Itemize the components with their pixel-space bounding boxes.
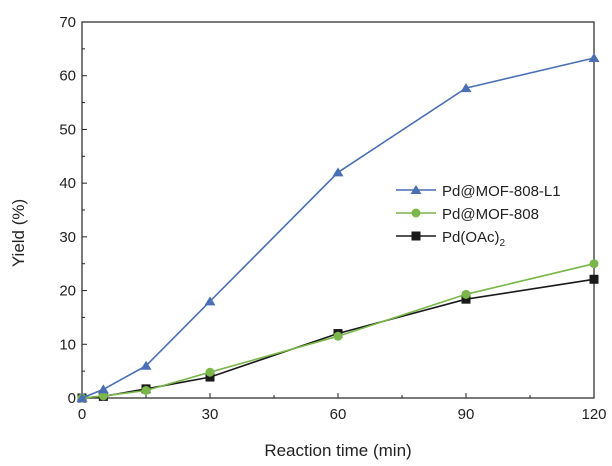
series-layer [76,52,600,403]
data-point [205,367,215,377]
y-tick-label: 60 [59,68,76,85]
data-point [98,391,108,401]
data-point [461,294,471,304]
y-tick-label: 50 [59,121,76,138]
legend-label-pd-mof-808-l1: Pd@MOF-808-L1 [442,183,561,200]
data-point [589,274,599,284]
y-tick-label: 10 [59,336,76,353]
y-tick-label: 30 [59,229,76,246]
x-tick-label: 90 [458,406,475,423]
square-marker-icon [411,231,421,241]
data-point [460,83,472,93]
y-axis-ticks: 0 10 20 30 40 50 60 70 [59,14,87,407]
data-point [333,331,343,341]
legend-item-pd-oac2: Pd(OAc)2 [396,229,506,249]
series-0 [76,52,600,402]
series-line [81,57,595,399]
legend-label-pd-oac2: Pd(OAc)2 [442,229,506,249]
data-point [589,259,599,269]
data-point [140,360,152,370]
data-point [204,296,216,306]
data-point [332,167,344,177]
x-tick-label: 30 [202,406,219,423]
data-point [205,372,215,382]
data-point [141,385,151,395]
circle-marker-icon [411,208,421,218]
data-point [461,289,471,299]
legend-label-pd-mof-808: Pd@MOF-808 [442,206,539,223]
data-point [97,384,109,394]
x-tick-label: 0 [78,406,86,423]
x-axis-ticks: 0 30 60 90 120 [78,393,607,423]
triangle-marker-icon [410,185,422,194]
y-tick-label: 70 [59,14,76,31]
y-tick-label: 40 [59,175,76,192]
y-tick-label: 20 [59,283,76,300]
legend: Pd@MOF-808-L1 Pd@MOF-808 Pd(OAc)2 [396,183,561,249]
y-axis-title: Yield (%) [9,199,28,267]
x-tick-label: 60 [330,406,347,423]
x-axis-title: Reaction time (min) [264,441,411,460]
legend-item-pd-mof-808: Pd@MOF-808 [396,206,539,223]
x-tick-label: 120 [581,406,606,423]
data-point [76,393,88,402]
legend-item-pd-mof-808-l1: Pd@MOF-808-L1 [396,183,561,200]
data-point [588,52,600,62]
y-tick-label: 0 [68,390,76,407]
